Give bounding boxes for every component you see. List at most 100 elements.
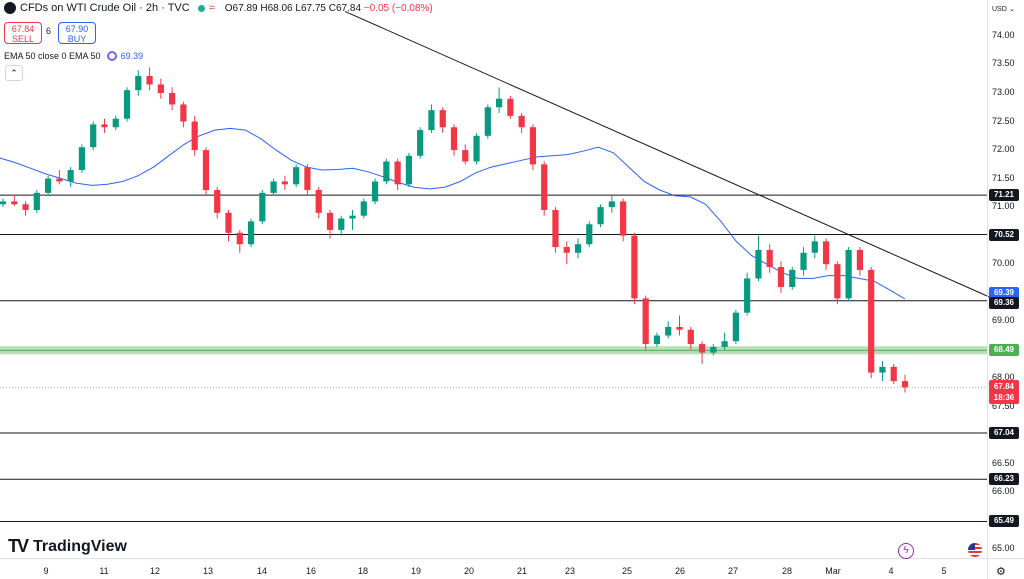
- price-tick-label: 70.00: [992, 258, 1015, 269]
- candle: [349, 209, 356, 230]
- candle-body: [123, 90, 131, 119]
- candle-body: [326, 212, 334, 230]
- candle-body: [304, 167, 311, 191]
- ohlc-open: O67.89: [224, 2, 258, 14]
- candle-body: [495, 98, 503, 108]
- price-tick-label: 67.50: [992, 400, 1015, 411]
- candle-body: [574, 244, 582, 253]
- candle-body: [608, 201, 615, 208]
- candle-body: [247, 221, 255, 245]
- candle-body: [856, 249, 864, 270]
- price-tick-label: 69.00: [992, 315, 1015, 326]
- candle-body: [687, 329, 694, 345]
- candle: [214, 187, 221, 219]
- candle: [11, 194, 18, 206]
- candle: [371, 178, 379, 205]
- time-tick-label: 26: [674, 566, 686, 576]
- candle-body: [586, 224, 593, 245]
- candle: [800, 247, 807, 276]
- time-tick-label: 9: [43, 566, 49, 576]
- candle-body: [473, 135, 480, 162]
- time-tick-label: 4: [888, 566, 894, 576]
- candle: [868, 267, 875, 379]
- currency-selector[interactable]: USD ⌄: [992, 4, 1015, 13]
- candle-body: [157, 84, 164, 94]
- bolt-icon[interactable]: ϟ: [898, 543, 914, 559]
- ohlc-close: C67.84: [328, 2, 362, 14]
- candle-body: [755, 249, 762, 279]
- candle: [620, 198, 627, 242]
- candle: [157, 78, 164, 99]
- candle-body: [405, 155, 413, 185]
- candle: [22, 201, 29, 216]
- candle: [890, 364, 897, 384]
- candle: [777, 261, 785, 293]
- buy-price: 67.90: [65, 24, 89, 34]
- candle: [698, 341, 706, 365]
- ohlc-high: H68.06: [260, 2, 293, 14]
- candle-body: [22, 204, 29, 210]
- candle: [304, 164, 311, 196]
- candle-body: [631, 235, 638, 299]
- candle: [665, 321, 672, 339]
- candle-body: [0, 201, 7, 205]
- time-tick-label: 28: [781, 566, 793, 576]
- candle-body: [169, 93, 176, 105]
- tradingview-logo-text: TradingView: [33, 537, 127, 555]
- candle-body: [371, 181, 379, 202]
- candle: [293, 164, 300, 188]
- candle-body: [563, 247, 570, 253]
- candle: [495, 87, 503, 113]
- candle: [845, 247, 852, 302]
- time-tick-label: 11: [99, 566, 109, 576]
- price-tick-label: 73.50: [992, 58, 1015, 69]
- candle-body: [868, 269, 875, 373]
- candle-body: [101, 124, 108, 128]
- candle: [259, 190, 266, 225]
- candle: [642, 295, 649, 350]
- candle: [789, 267, 796, 290]
- symbol-title[interactable]: CFDs on WTI Crude Oil · 2h · TVC: [20, 2, 190, 14]
- last-price-value: 67.84: [993, 382, 1015, 392]
- buy-button[interactable]: 67.90 BUY: [58, 22, 96, 44]
- gear-icon[interactable]: ⚙: [996, 566, 1006, 578]
- candle-body: [676, 326, 683, 330]
- candle: [101, 118, 108, 133]
- candle: [597, 204, 604, 228]
- candle: [315, 187, 322, 219]
- indicator-legend[interactable]: EMA 50 close 0 EMA 50 69.39: [4, 51, 143, 61]
- sell-button[interactable]: 67.84 SELL: [4, 22, 42, 44]
- candle: [225, 209, 232, 242]
- candle: [191, 115, 198, 156]
- candle: [135, 70, 142, 96]
- candle: [169, 87, 176, 111]
- candle-body: [383, 161, 390, 182]
- candle-body: [180, 104, 187, 122]
- indicator-name: EMA 50 close 0 EMA 50: [4, 51, 101, 61]
- time-tick-label: 20: [463, 566, 475, 576]
- us-flag-icon[interactable]: [968, 543, 982, 557]
- time-tick-label: 25: [621, 566, 633, 576]
- candle: [33, 190, 40, 213]
- candle: [856, 247, 864, 276]
- candle: [112, 115, 119, 131]
- price-tick-label: 71.50: [992, 172, 1015, 183]
- candle: [394, 158, 401, 191]
- candle: [710, 344, 717, 356]
- candle: [732, 309, 739, 345]
- level-tag-71-21: 71.21: [989, 189, 1019, 202]
- time-tick-label: 19: [410, 566, 422, 576]
- candle: [766, 244, 773, 273]
- candle: [56, 170, 63, 185]
- candle: [146, 67, 153, 91]
- time-tick-label: 14: [256, 566, 268, 576]
- candle: [439, 107, 446, 133]
- ema-50-line: [0, 127, 906, 300]
- collapse-legend-button[interactable]: ⌃: [5, 65, 23, 81]
- candle-body: [462, 150, 469, 162]
- candle-body: [541, 164, 548, 210]
- candle: [687, 326, 694, 350]
- candle-body: [281, 181, 288, 185]
- candle-body: [744, 278, 751, 313]
